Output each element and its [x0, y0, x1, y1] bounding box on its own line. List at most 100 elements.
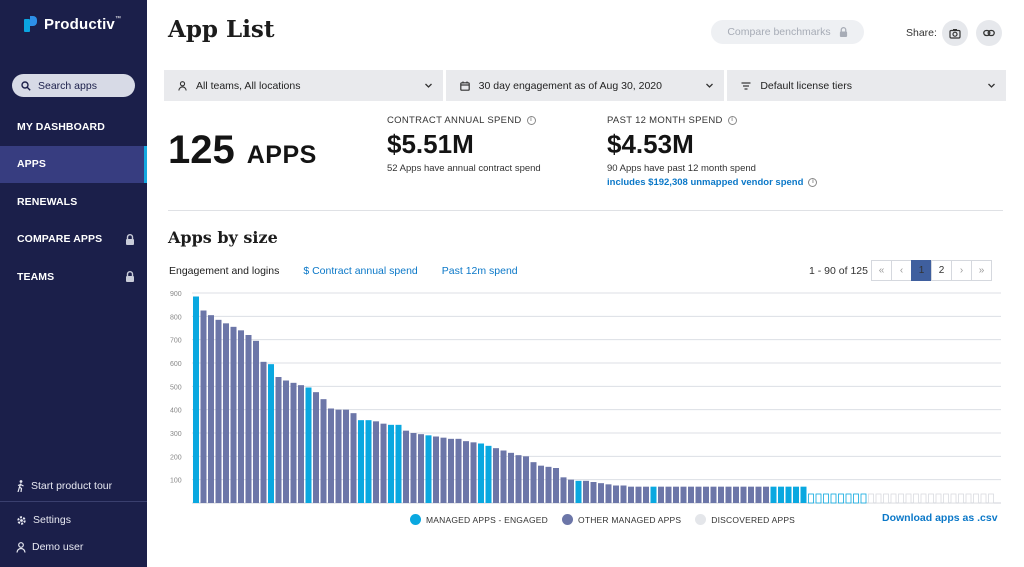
start-tour-link[interactable]: Start product tour [0, 480, 147, 492]
chevron-down-icon [706, 83, 714, 88]
chart-bar-other [463, 441, 469, 503]
chart-bar-placeholder [928, 493, 934, 504]
chart-bar-other [673, 486, 679, 503]
chart-bar-placeholder [988, 493, 994, 504]
contract-spend-label-row: CONTRACT ANNUAL SPEND i [387, 115, 541, 126]
share-screenshot-button[interactable] [942, 20, 968, 46]
user-icon [178, 80, 187, 91]
brand-logo[interactable]: Productiv™ [24, 14, 121, 34]
chart-bar-other [223, 323, 229, 503]
chart-bar-engaged [365, 420, 372, 503]
chart-bar-other [260, 361, 267, 503]
chart-bar-discovered [830, 493, 837, 504]
compare-benchmarks-button[interactable]: Compare benchmarks [711, 20, 864, 44]
chart-bar-other [763, 486, 769, 503]
legend-label-other: OTHER MANAGED APPS [578, 514, 682, 525]
chart-bar-placeholder [868, 493, 874, 504]
chart-bar-placeholder [965, 493, 972, 504]
sidebar-item-renewals[interactable]: RENEWALS [0, 183, 147, 221]
past-spend-label-row: PAST 12 MONTH SPEND i [607, 115, 817, 126]
y-tick-label: 800 [170, 314, 182, 321]
pagination-range: 1 - 90 of 125 [809, 265, 868, 277]
legend-item-engaged[interactable]: MANAGED APPS - ENGAGED [410, 514, 548, 525]
walking-person-icon [17, 480, 24, 492]
legend-swatch-discovered [695, 514, 707, 525]
past-spend-value: $4.53M [607, 129, 694, 159]
engagement-filter-value: 30 day engagement as of Aug 30, 2020 [478, 79, 662, 92]
chart-bar-other [733, 486, 739, 503]
chart-bar-other [433, 436, 439, 503]
chart-bar-other [710, 486, 717, 503]
license-tier-filter-dropdown[interactable]: Default license tiers [727, 70, 1007, 101]
chart-bar-other [455, 438, 462, 503]
chart-bar-other [290, 382, 297, 503]
teams-filter-dropdown[interactable]: All teams, All locations [164, 70, 443, 101]
legend-item-discovered[interactable]: DISCOVERED APPS [695, 514, 795, 525]
past-spend-stat: PAST 12 MONTH SPEND i $4.53M 90 Apps hav… [607, 115, 818, 188]
sidebar-item-compare-apps[interactable]: COMPARE APPS [0, 221, 147, 259]
chart-bar-other [545, 466, 552, 503]
y-tick-label: 200 [170, 454, 182, 461]
share-link-button[interactable] [976, 20, 1002, 46]
settings-link[interactable]: Settings [0, 514, 147, 526]
chart-bar-other [568, 479, 574, 503]
chart-bar-other [688, 486, 694, 503]
chart-bar-placeholder [958, 493, 964, 504]
legend-label-engaged: MANAGED APPS - ENGAGED [426, 514, 549, 525]
chart-bar-other [343, 409, 349, 503]
compare-benchmarks-label: Compare benchmarks [727, 26, 831, 38]
previous-page-button[interactable]: ‹ [891, 260, 912, 281]
sidebar-item-label: APPS [17, 158, 46, 171]
chart-bar-other [448, 438, 454, 503]
chart-bar-other [328, 408, 334, 503]
sidebar-item-my-dashboard[interactable]: MY DASHBOARD [0, 108, 147, 146]
link-icon [983, 29, 995, 37]
contract-spend-subtext: 52 Apps have annual contract spend [387, 163, 541, 174]
chart-bar-placeholder [913, 493, 919, 504]
chart-bar-other [238, 330, 244, 503]
chart-bar-engaged [575, 480, 582, 503]
info-icon[interactable]: i [808, 178, 818, 187]
user-icon [16, 541, 26, 553]
page-2-button[interactable]: 2 [931, 260, 952, 281]
chart-bar-other [373, 421, 379, 503]
chart-bar-engaged [485, 445, 492, 503]
search-apps-input[interactable]: Search apps [12, 74, 135, 97]
next-page-button[interactable]: › [951, 260, 972, 281]
last-page-button[interactable]: » [971, 260, 992, 281]
chart-bar-other [553, 468, 559, 503]
contract-spend-label: CONTRACT ANNUAL SPEND [387, 115, 522, 126]
chart-bar-placeholder [875, 493, 882, 504]
download-csv-link[interactable]: Download apps as .csv [882, 512, 998, 524]
chart-bar-other [200, 310, 207, 503]
user-menu[interactable]: Demo user [0, 541, 147, 553]
chart-bar-discovered [845, 493, 852, 504]
tab-past-12m-spend[interactable]: Past 12m spend [441, 265, 518, 277]
chart-bar-other [635, 486, 642, 503]
chart-bar-engaged [388, 424, 394, 503]
tab-contract-annual-spend[interactable]: $ Contract annual spend [303, 265, 418, 277]
legend-item-other[interactable]: OTHER MANAGED APPS [562, 514, 681, 525]
first-page-button[interactable]: « [871, 260, 892, 281]
chart-bar-placeholder [980, 493, 987, 504]
chart-bar-engaged [793, 486, 799, 503]
start-tour-label: Start product tour [31, 480, 113, 492]
chart-bar-engaged [425, 435, 432, 503]
info-icon[interactable]: i [526, 116, 536, 125]
page-1-button[interactable]: 1 [911, 260, 932, 281]
sidebar-item-teams[interactable]: TEAMS [0, 258, 147, 296]
sidebar-item-label: MY DASHBOARD [17, 120, 105, 133]
tab-engagement-logins[interactable]: Engagement and logins [169, 265, 280, 277]
sidebar-item-apps[interactable]: APPS [0, 145, 147, 183]
sidebar-nav: MY DASHBOARD APPS RENEWALS COMPARE APPS … [0, 108, 147, 296]
past-spend-subtext: 90 Apps have past 12 month spend [607, 163, 756, 174]
chart-bar-other [230, 326, 237, 503]
unmapped-vendor-spend-link[interactable]: includes $192,308 unmapped vendor spend [607, 177, 804, 188]
info-icon[interactable]: i [727, 116, 737, 125]
chart-bar-engaged [650, 486, 657, 503]
lock-icon [126, 271, 134, 282]
chart-bar-other [695, 486, 702, 503]
contract-spend-value: $5.51M [387, 129, 474, 159]
chart-bar-other [208, 315, 214, 503]
engagement-filter-dropdown[interactable]: 30 day engagement as of Aug 30, 2020 [445, 70, 725, 101]
